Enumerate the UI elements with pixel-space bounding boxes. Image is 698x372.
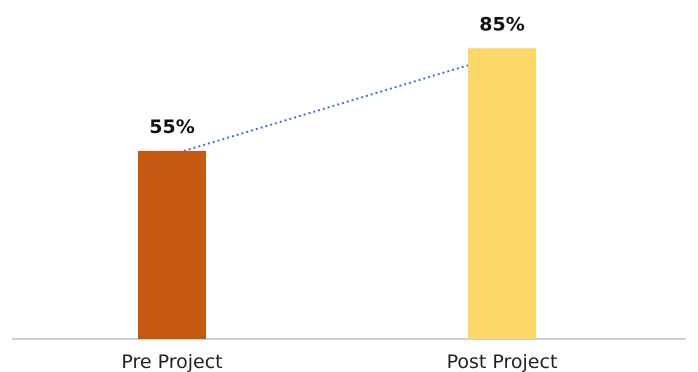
bar-pre-project: [138, 150, 206, 339]
value-label-post-project: 85%: [479, 13, 524, 35]
plot-area: 55% 85% Pre Project Post Project: [12, 13, 686, 372]
trend-connector-line: [183, 64, 469, 152]
category-label-post-project: Post Project: [447, 351, 558, 372]
value-label-pre-project: 55%: [149, 116, 194, 138]
category-label-pre-project: Pre Project: [121, 351, 222, 372]
bar-post-project: [468, 48, 536, 340]
